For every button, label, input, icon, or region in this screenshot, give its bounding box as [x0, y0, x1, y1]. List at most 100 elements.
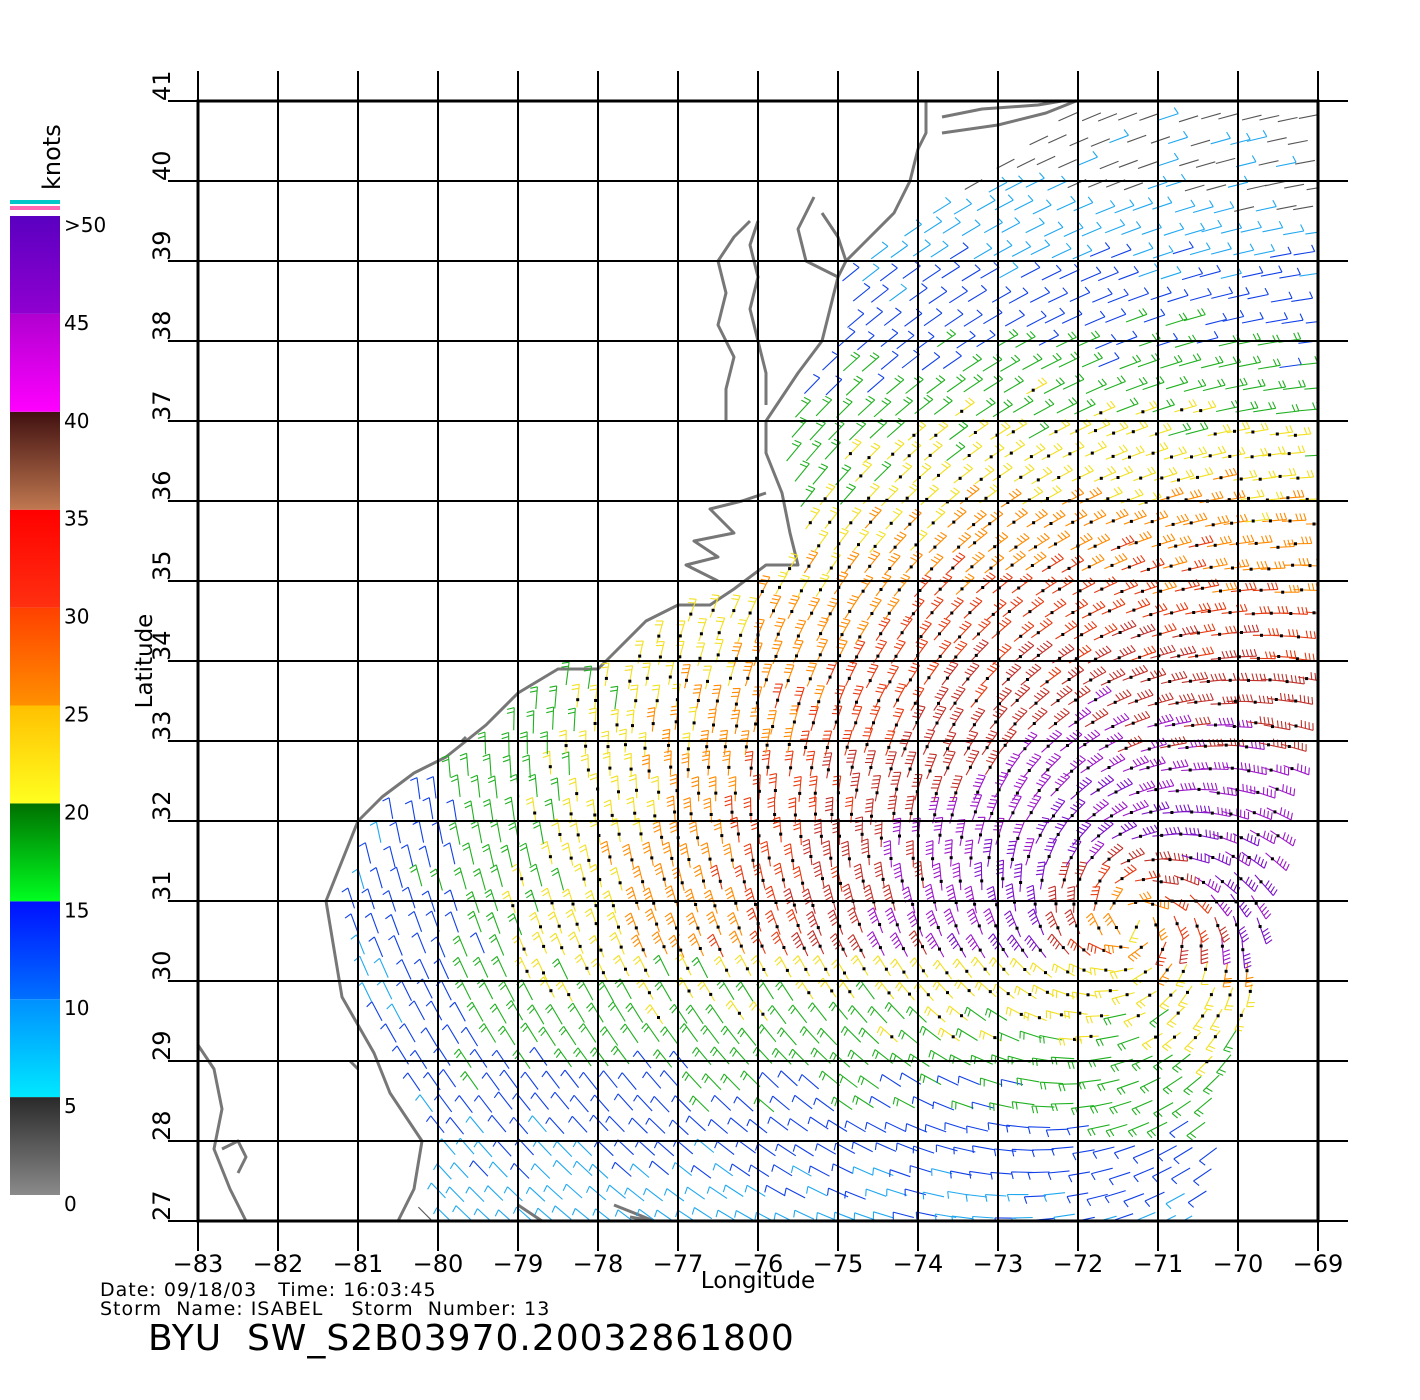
wind-barb: [879, 1074, 902, 1087]
wind-barb: [687, 933, 705, 957]
wind-barb: [588, 707, 597, 732]
wind-barb: [659, 1070, 680, 1088]
wind-barb: [1068, 685, 1091, 706]
wind-barb: [1087, 685, 1112, 705]
wind-barb: [386, 1003, 403, 1023]
lat-tick-label: 35: [148, 550, 176, 581]
wind-barb: [1013, 463, 1035, 482]
wind-barb: [1130, 623, 1156, 640]
wind-barb: [981, 662, 1000, 686]
wind-barb: [433, 1047, 451, 1066]
wind-barb: [901, 349, 920, 369]
wind-barb: [896, 330, 915, 350]
wind-barb: [847, 907, 863, 933]
coastline-segment: [613, 1203, 656, 1221]
wind-barb: [684, 1186, 706, 1200]
lat-tick-label: 39: [148, 230, 176, 261]
wind-barb: [1156, 963, 1173, 986]
wind-barb: [880, 485, 899, 507]
wind-barb: [473, 1140, 493, 1158]
wind-barb: [599, 1026, 619, 1046]
wind-barb: [600, 840, 613, 865]
wind-barb: [1111, 243, 1132, 259]
wind-barb: [1062, 441, 1085, 458]
wind-barb: [574, 953, 591, 976]
wind-barb: [809, 419, 826, 441]
wind-barb: [1165, 375, 1189, 390]
wind-barb: [853, 1212, 875, 1221]
wind-barb: [528, 773, 538, 798]
wind-barb: [1175, 964, 1188, 988]
wind-barb: [1016, 158, 1036, 168]
wind-barb: [833, 527, 849, 551]
wind-barb: [1193, 917, 1209, 943]
y-axis-label: Latitude: [132, 614, 158, 709]
wind-barb: [1230, 582, 1257, 593]
wind-barb: [1282, 606, 1309, 615]
wind-barb: [874, 460, 892, 482]
wind-barb: [482, 798, 494, 822]
wind-barb: [904, 219, 922, 237]
wind-barb: [465, 891, 480, 913]
wind-barb: [794, 686, 805, 712]
wind-barb: [1023, 838, 1035, 866]
wind-barb: [822, 840, 833, 867]
wind-barb: [663, 1188, 685, 1202]
wind-barb: [1263, 380, 1287, 392]
wind-barb: [885, 507, 903, 530]
wind-barb: [520, 731, 528, 755]
wind-barb: [1184, 1031, 1202, 1053]
wind-barb: [625, 1002, 644, 1023]
wind-barb: [679, 842, 691, 868]
wind-barb: [1051, 1146, 1074, 1156]
wind-barb: [1181, 267, 1204, 281]
wind-barb: [870, 284, 889, 303]
wind-barb: [356, 982, 372, 1002]
wind-barb: [1117, 1036, 1140, 1051]
wind-barb: [1258, 358, 1281, 370]
wind-barb: [889, 283, 907, 302]
wind-barb: [784, 750, 794, 777]
wind-barb: [1170, 469, 1195, 483]
wind-barb: [1159, 989, 1177, 1011]
wind-barb: [642, 662, 651, 687]
wind-barb: [1080, 266, 1102, 282]
wind-barb: [815, 1211, 837, 1221]
wind-barb: [545, 1004, 563, 1025]
wind-barb: [807, 1116, 829, 1130]
wind-barb: [1234, 1007, 1246, 1032]
wind-barb: [992, 399, 1013, 418]
wind-barb: [638, 731, 647, 757]
wind-barb: [1192, 200, 1214, 214]
wind-barb: [864, 506, 882, 529]
wind-barb: [692, 684, 703, 709]
wind-barb: [993, 687, 1012, 711]
wind-barb: [774, 617, 786, 642]
wind-barb: [1188, 646, 1215, 658]
wind-barb: [1058, 112, 1078, 122]
wind-barb: [1172, 1053, 1191, 1073]
wind-barb: [1013, 621, 1035, 642]
wind-barb: [844, 438, 862, 460]
wind-barb: [857, 574, 874, 599]
wind-barb: [1025, 172, 1045, 188]
wind-barb: [787, 595, 800, 619]
wind-barb: [743, 843, 755, 869]
wind-barb: [1162, 804, 1191, 814]
wind-barb: [975, 397, 996, 417]
wind-barb: [1134, 869, 1161, 882]
wind-barb: [874, 1142, 897, 1152]
wind-barb: [1247, 287, 1269, 300]
wind-barb: [1211, 625, 1237, 636]
wind-barb: [1224, 987, 1234, 1011]
wind-barb: [964, 839, 974, 867]
wind-barb: [642, 887, 657, 912]
wind-barb: [854, 460, 872, 482]
wind-barb: [896, 615, 913, 640]
wind-barb: [1006, 934, 1029, 959]
wind-barb: [953, 620, 972, 644]
wind-barb: [629, 1163, 650, 1178]
wind-barb: [1081, 352, 1103, 368]
wind-barb: [831, 1163, 853, 1174]
wind-barb: [1123, 1012, 1146, 1028]
